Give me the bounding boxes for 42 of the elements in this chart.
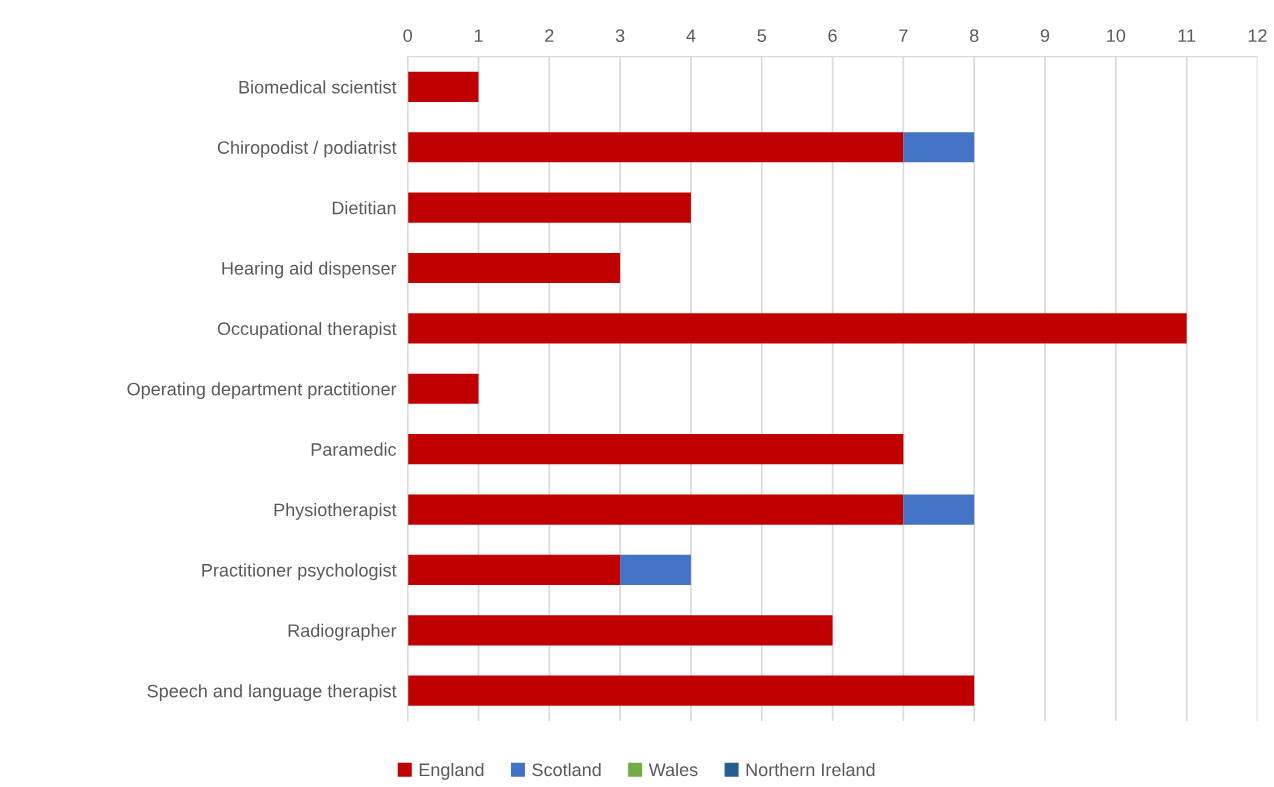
y-tick-label: Biomedical scientist [239, 80, 397, 94]
legend-label: Northern Ireland [746, 762, 875, 777]
bar [903, 494, 975, 525]
bar [407, 615, 833, 646]
bar [407, 313, 1187, 344]
x-tick-label: 1 [474, 29, 483, 42]
x-tick-label: 5 [757, 29, 767, 42]
y-tick-label: Physiotherapist [274, 503, 397, 520]
y-tick-label: Occupational therapist [217, 321, 397, 339]
y-tick-label: Operating department practitioner [127, 382, 397, 400]
legend-label: England [419, 762, 484, 780]
bar [407, 494, 904, 525]
x-tick-label: 11 [1178, 29, 1196, 42]
bar [407, 434, 904, 465]
bar [407, 192, 691, 223]
y-tick-label: Paramedic [311, 442, 397, 456]
x-tick-label: 7 [899, 29, 908, 42]
x-tick-label: 0 [403, 29, 412, 42]
y-tick-label: Radiographer [288, 623, 397, 641]
legend-label: Wales [648, 762, 698, 777]
x-tick-label: 9 [1040, 29, 1050, 42]
x-tick-label: 12 [1248, 29, 1267, 42]
legend-label: Scotland [532, 762, 601, 777]
y-tick-label: Speech and language therapist [147, 684, 397, 701]
x-tick-label: 4 [686, 29, 696, 42]
bar [407, 554, 621, 586]
y-tick-label: Dietitian [332, 201, 396, 215]
bar [407, 675, 975, 706]
x-tick-label: 3 [615, 29, 625, 42]
bar [407, 373, 479, 404]
y-tick-label: Hearing aid dispenser [222, 261, 397, 279]
bar [903, 132, 975, 163]
bar [407, 132, 904, 163]
y-tick-label: Practitioner psychologist [202, 563, 397, 581]
x-tick-label: 6 [828, 29, 837, 42]
y-tick-label: Chiropodist / podiatrist [217, 140, 397, 158]
x-tick-label: 8 [969, 29, 979, 42]
x-tick-label: 10 [1107, 29, 1126, 42]
bar [407, 71, 479, 102]
x-tick-label: 2 [545, 29, 554, 42]
bar [620, 554, 691, 586]
bar [407, 252, 621, 284]
